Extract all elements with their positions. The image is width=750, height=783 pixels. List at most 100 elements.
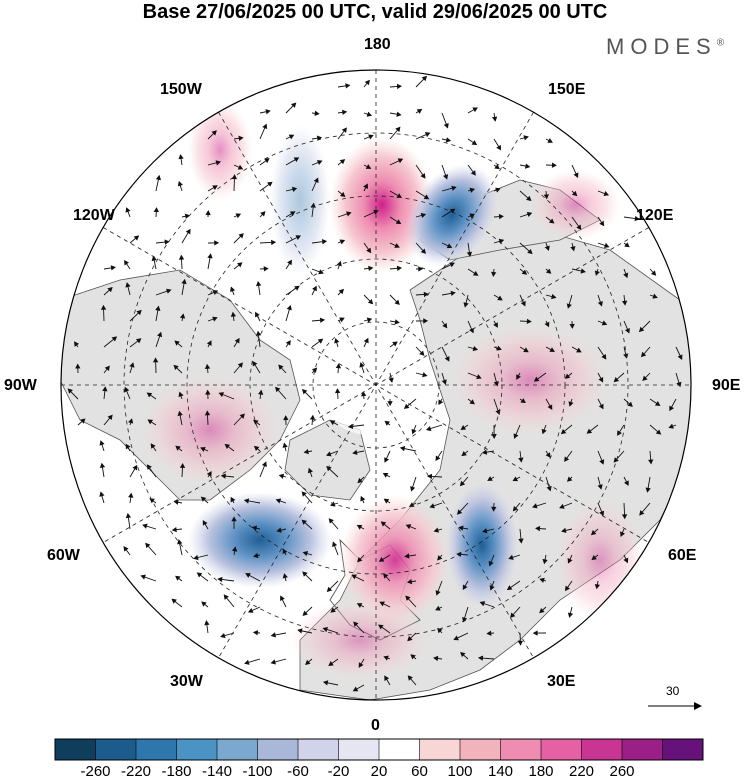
colorbar-tick-label: 220 xyxy=(568,763,595,780)
wind-vector-head xyxy=(567,558,573,564)
wind-vector-head xyxy=(345,83,351,89)
wind-vector-head xyxy=(153,207,159,213)
wind-vector-head xyxy=(620,531,625,537)
wind-vector-head xyxy=(251,525,258,531)
wind-vector-head xyxy=(520,300,526,307)
wind-vector-head xyxy=(177,539,183,545)
wind-vector-head xyxy=(218,392,225,398)
wind-vector-head xyxy=(547,404,553,410)
wind-vector-head xyxy=(265,109,271,115)
colorbar-swatch xyxy=(217,739,258,760)
wind-vector-head xyxy=(645,487,651,493)
wind-vector-head xyxy=(435,590,441,596)
lon-label-90w: 90W xyxy=(4,377,37,394)
colorbar-tick-label: -140 xyxy=(201,763,233,780)
wind-vector-head xyxy=(392,341,398,347)
wind-vector-head xyxy=(110,265,116,271)
wind-vector-head xyxy=(460,425,467,431)
wind-vector-head xyxy=(291,186,298,192)
wind-vector-head xyxy=(328,518,334,524)
wind-vector-head xyxy=(395,219,402,225)
wind-vector-head xyxy=(330,607,336,613)
wind-vector-head xyxy=(526,211,533,217)
wind-vector-head xyxy=(654,401,661,406)
map-title: Base 27/06/2025 00 UTC, valid 29/06/2025… xyxy=(142,1,608,23)
wind-vector-head xyxy=(429,503,435,509)
wind-vector-head xyxy=(469,399,475,405)
wind-vector-head xyxy=(451,185,457,191)
wind-vector-head xyxy=(107,414,113,421)
wind-vector-head xyxy=(517,640,524,646)
wind-vector-head xyxy=(541,428,547,435)
wind-vector-head xyxy=(322,680,329,686)
brand-text: MODES xyxy=(606,34,717,59)
wind-vector-head xyxy=(597,484,603,490)
wind-vector-head xyxy=(253,552,259,559)
wind-vector-head xyxy=(334,388,341,394)
wind-vector-head xyxy=(361,391,367,397)
wind-vector-head xyxy=(469,187,476,193)
wind-vector-head xyxy=(104,365,110,372)
wind-vector-head xyxy=(523,135,529,141)
wind-vector-head xyxy=(599,510,605,517)
wind-vector-head xyxy=(301,519,307,525)
wind-vector-head xyxy=(510,612,516,618)
wind-vector-head xyxy=(459,480,466,487)
wind-vector-head xyxy=(67,388,73,394)
wind-vector-head xyxy=(470,170,476,176)
wind-vector-head xyxy=(247,607,254,613)
anomaly-negative-pacific-2 xyxy=(270,125,330,275)
wind-vector-head xyxy=(260,211,266,217)
wind-vector-head xyxy=(388,377,394,383)
colorbar-swatch xyxy=(500,739,542,760)
wind-vector-head xyxy=(152,357,159,363)
wind-vector-head xyxy=(472,345,479,352)
wind-vector-head xyxy=(617,430,622,436)
wind-vector-head xyxy=(567,612,574,618)
wind-vector-head xyxy=(357,556,363,563)
wind-vector-head xyxy=(289,211,296,217)
wind-vector-head xyxy=(394,243,400,248)
colorbar-tick-label: -60 xyxy=(287,763,309,780)
wind-vector-head xyxy=(151,255,157,262)
wind-vector-head xyxy=(366,111,373,117)
wind-vector-head xyxy=(512,476,519,482)
wind-vector-head xyxy=(624,328,630,334)
wind-vector-head xyxy=(252,630,259,636)
wind-vector-head xyxy=(576,347,582,353)
wind-vector-head xyxy=(383,655,389,661)
wind-vector-head xyxy=(271,239,277,246)
wind-vector-head xyxy=(301,389,308,395)
wind-vector-head xyxy=(421,75,428,82)
colorbar xyxy=(54,738,704,761)
wind-vector-head xyxy=(275,386,281,393)
wind-vector-head xyxy=(314,110,320,116)
wind-vector-head xyxy=(179,313,186,319)
wind-vector-head xyxy=(262,123,268,130)
anomaly-positive-north-america xyxy=(140,375,280,485)
wind-vector-head xyxy=(425,425,432,432)
wind-vector-head xyxy=(479,601,486,607)
wind-vector-head xyxy=(142,523,148,529)
wind-vector-head xyxy=(125,207,131,213)
wind-vector-head xyxy=(601,320,608,326)
wind-vector-head xyxy=(140,574,146,580)
wind-vector-head xyxy=(441,379,447,385)
wind-vector-head xyxy=(184,213,191,219)
wind-vector-head xyxy=(365,164,372,169)
wind-vector-head xyxy=(378,556,385,562)
wind-vector-head xyxy=(424,132,431,138)
wind-vector-head xyxy=(264,158,270,164)
wind-vector-head xyxy=(495,187,501,193)
wind-vector-head xyxy=(573,172,579,178)
wind-vector-head xyxy=(539,607,545,614)
colorbar-swatch xyxy=(662,739,704,760)
wind-vector-head xyxy=(560,428,567,435)
colorbar-tick-label: 20 xyxy=(370,763,388,780)
wind-vector-head xyxy=(518,457,524,463)
wind-vector-head xyxy=(373,209,379,215)
wind-vector-head xyxy=(178,391,184,398)
wind-vector-head xyxy=(220,473,226,479)
wind-vector-head xyxy=(352,449,358,456)
